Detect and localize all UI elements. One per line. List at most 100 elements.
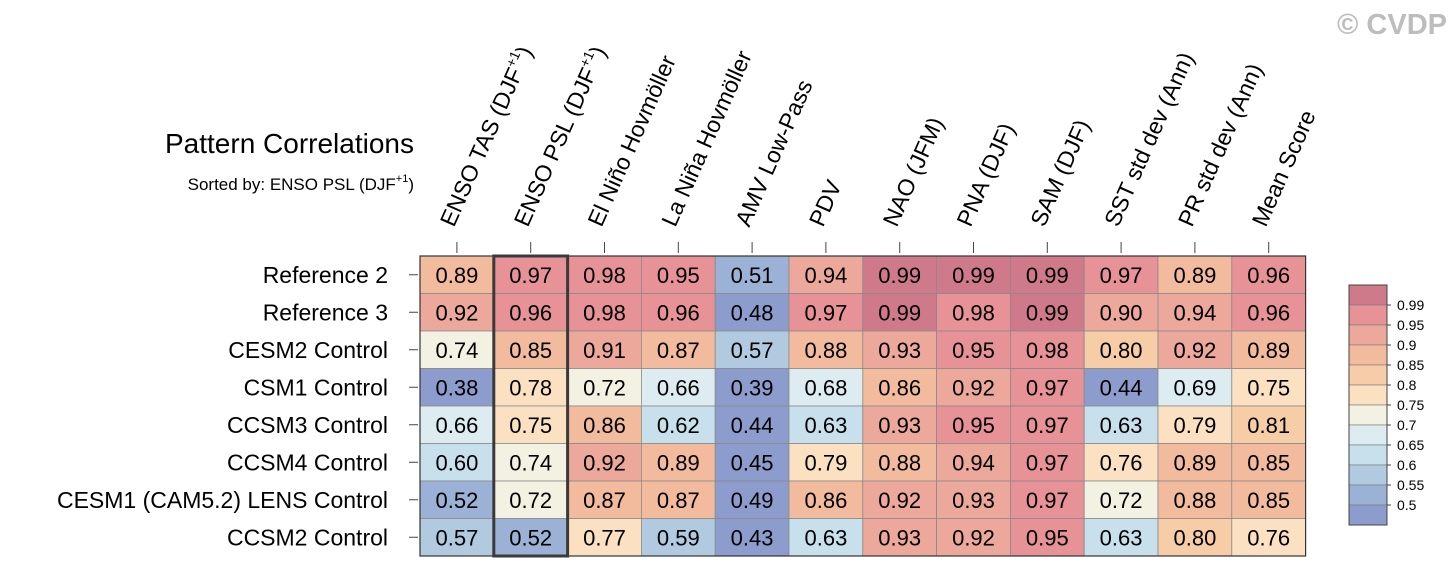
heatmap-cell: [1231, 368, 1307, 407]
heatmap-cell: [1010, 518, 1085, 557]
heatmap-cell: [862, 405, 937, 444]
colorbar-swatch: [1348, 364, 1388, 386]
cell-value: 0.51: [731, 263, 774, 288]
cell-value: 0.92: [952, 375, 995, 400]
heatmap-cell: [641, 255, 716, 294]
cell-value: 0.63: [1100, 525, 1143, 550]
colorbar-label: 0.6: [1397, 457, 1417, 473]
cell-value: 0.93: [878, 338, 921, 363]
cell-value: 0.99: [952, 263, 995, 288]
cell-value: 0.97: [804, 300, 847, 325]
heatmap-cell: [714, 368, 790, 407]
colorbar-label: 0.5: [1397, 497, 1417, 513]
cell-value: 0.57: [435, 525, 478, 550]
heatmap-cell: [641, 443, 716, 482]
cell-value: 0.52: [435, 488, 478, 513]
heatmap-cell: [493, 518, 568, 557]
cell-value: 0.91: [583, 338, 626, 363]
cell-value: 0.93: [878, 525, 921, 550]
cell-value: 0.97: [1026, 375, 1069, 400]
heatmap-cell: [936, 518, 1011, 557]
subtitle-superscript: +1: [396, 173, 409, 185]
column-label: SAM (DJF): [1025, 116, 1095, 230]
heatmap-cells: 0.89 0.97 0.98 0.95 0.51 0.94 0.99 0.99 0.99 0.97…: [419, 254, 1307, 558]
cell-value: 0.88: [1173, 488, 1216, 513]
cell-value: 0.89: [1173, 263, 1216, 288]
column-label: PDV: [804, 176, 847, 230]
cell-value: 0.96: [1247, 263, 1290, 288]
heatmap-cell: [1083, 405, 1159, 444]
cell-value: 0.38: [435, 375, 478, 400]
heatmap-cell: [641, 293, 716, 332]
heatmap-cell: [493, 405, 568, 444]
heatmap-cell: [714, 293, 790, 332]
subtitle-prefix: Sorted by: ENSO PSL (DJF: [188, 175, 396, 194]
cell-value: 0.63: [1100, 413, 1143, 438]
heatmap-cell: [641, 480, 716, 519]
column-label: Mean Score: [1247, 106, 1321, 230]
heatmap-cell: [862, 443, 937, 482]
grid-frame: [419, 255, 1307, 557]
cell-value: 0.78: [509, 375, 552, 400]
cell-value: 0.89: [435, 263, 478, 288]
colorbar-label: 0.55: [1397, 477, 1424, 493]
colorbar-swatch: [1348, 464, 1388, 486]
row-labels: Reference 2 Reference 3 CESM2 Control CSM1 …: [57, 262, 418, 550]
heatmap-cell: [936, 480, 1011, 519]
row-label: CESM1 (CAM5.2) LENS Control: [57, 487, 388, 513]
cell-value: 0.89: [1247, 338, 1290, 363]
colorbar-swatch: [1348, 284, 1388, 306]
subtitle-suffix: ): [408, 175, 414, 194]
cell-value: 0.68: [804, 375, 847, 400]
cell-value: 0.63: [804, 413, 847, 438]
cell-value: 0.75: [509, 413, 552, 438]
cell-value: 0.92: [435, 300, 478, 325]
cell-value: 0.98: [583, 263, 626, 288]
cell-value: 0.97: [1026, 450, 1069, 475]
cell-value: 0.49: [731, 488, 774, 513]
cell-value: 0.74: [435, 338, 478, 363]
colorbar-label: 0.7: [1397, 417, 1417, 433]
cell-value: 0.45: [731, 450, 774, 475]
cell-value: 0.98: [1026, 338, 1069, 363]
heatmap-cell: [1083, 330, 1159, 369]
heatmap-cell: [936, 368, 1011, 407]
heatmap-cell: [1083, 293, 1159, 332]
heatmap-cell: [936, 405, 1011, 444]
cell-value: 0.86: [878, 375, 921, 400]
cell-value: 0.94: [952, 450, 995, 475]
cell-value: 0.96: [509, 300, 552, 325]
cell-value: 0.86: [804, 488, 847, 513]
chart-title: Pattern Correlations: [165, 128, 414, 159]
heatmap-cell: [714, 255, 790, 294]
cell-value: 0.96: [657, 300, 700, 325]
heatmap-cell: [1010, 405, 1085, 444]
cell-value: 0.97: [1100, 263, 1143, 288]
cell-value: 0.52: [509, 525, 552, 550]
heatmap-cell: [936, 443, 1011, 482]
cell-value: 0.97: [509, 263, 552, 288]
cell-value: 0.92: [1173, 338, 1216, 363]
row-label: Reference 3: [263, 299, 388, 325]
cell-value: 0.98: [583, 300, 626, 325]
heatmap-cell: [1157, 443, 1233, 482]
cell-value: 0.93: [878, 413, 921, 438]
cell-value: 0.92: [583, 450, 626, 475]
cell-value: 0.89: [657, 450, 700, 475]
heatmap-cell: [1010, 293, 1085, 332]
cell-value: 0.87: [657, 488, 700, 513]
colorbar-swatch: [1348, 324, 1388, 346]
cell-value: 0.90: [1100, 300, 1143, 325]
cell-value: 0.95: [952, 338, 995, 363]
cell-value: 0.95: [952, 413, 995, 438]
heatmap-cell: [419, 330, 495, 369]
cell-value: 0.92: [952, 525, 995, 550]
cell-value: 0.97: [1026, 413, 1069, 438]
heatmap-cell: [788, 405, 864, 444]
heatmap-cell: [1083, 443, 1159, 482]
heatmap-cell: [714, 330, 790, 369]
cell-value: 0.76: [1247, 525, 1290, 550]
column-label: NAO (JFM): [878, 113, 949, 230]
heatmap-cell: [936, 293, 1011, 332]
